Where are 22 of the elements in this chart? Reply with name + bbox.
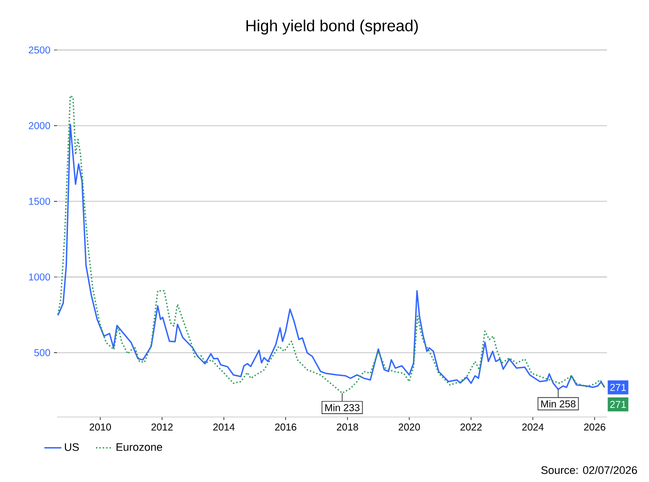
x-tick-label: 2018 [336, 424, 358, 431]
y-tick-label: 500 [34, 349, 50, 356]
annotation: Min 233 [325, 404, 360, 412]
chart-title: High yield bond (spread) [246, 20, 418, 35]
x-tick-label: 2024 [522, 424, 544, 431]
annotation: Min 258 [541, 400, 576, 408]
x-tick-label: 2014 [213, 424, 235, 431]
y-tick-label: 2000 [28, 122, 50, 130]
y-tick-label: 1500 [29, 198, 50, 205]
x-tick-label: 2022 [460, 424, 482, 431]
legend-label: Eurozone [116, 443, 162, 451]
legend-label: US [64, 443, 79, 451]
source-note: Source: 02/07/2026 [541, 466, 637, 474]
x-tick-label: 2020 [398, 424, 420, 431]
y-tick-label: 2500 [28, 46, 50, 54]
data-label: 271 [610, 384, 626, 391]
y-tick-label: 1000 [29, 273, 50, 281]
x-tick-label: 2016 [275, 424, 296, 431]
x-tick-label: 2012 [151, 424, 173, 431]
x-tick-label: 2026 [584, 424, 606, 431]
x-tick-label: 2010 [90, 424, 111, 431]
data-label: 271 [610, 400, 626, 408]
